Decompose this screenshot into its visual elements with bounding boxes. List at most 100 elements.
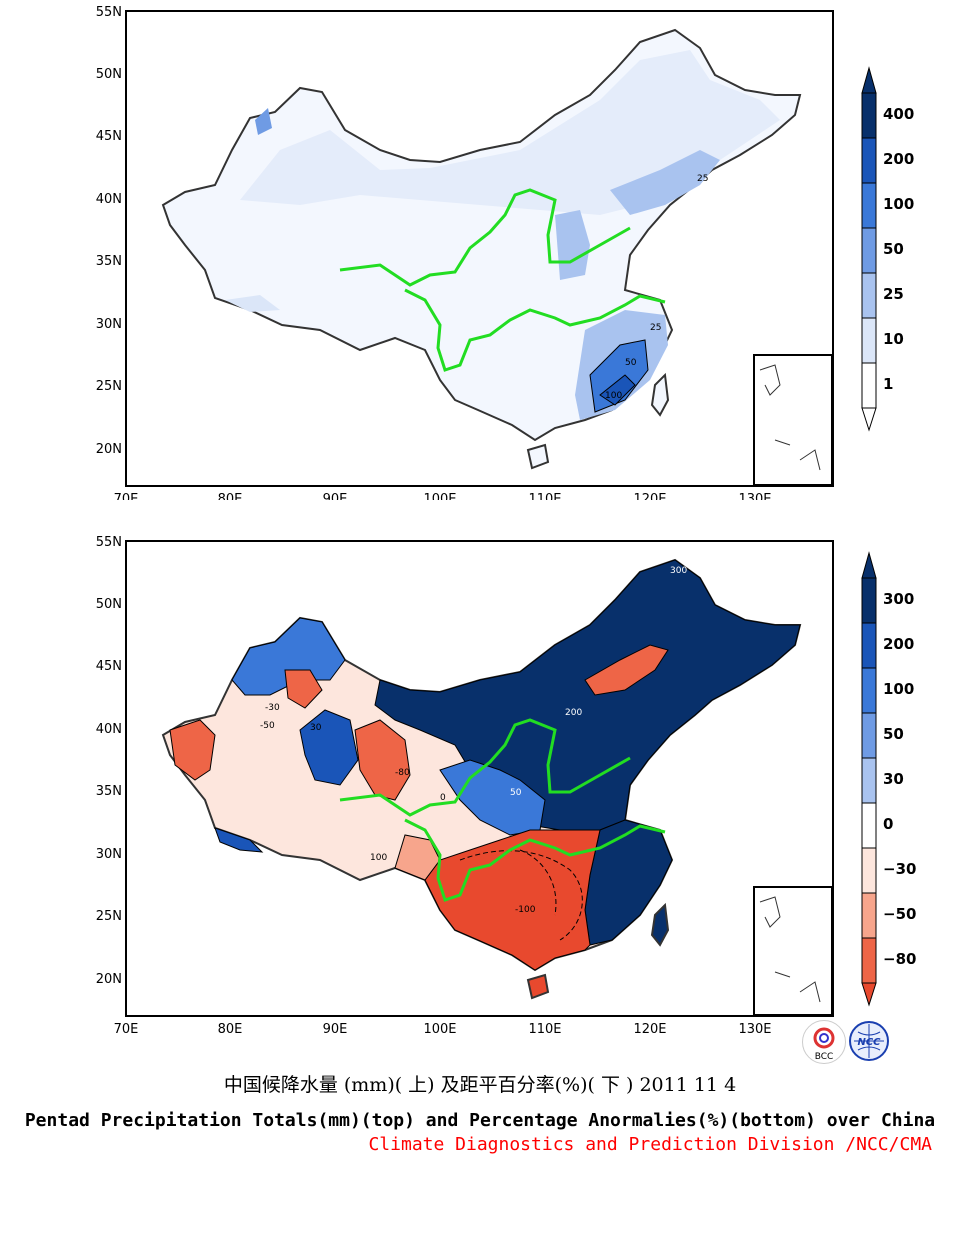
bottom-cb-0: 0 xyxy=(883,815,893,833)
top-cb-25: 25 xyxy=(883,285,904,303)
bottom-shade-west-blue-2 xyxy=(231,617,346,696)
bottom-lat-35: 35N xyxy=(96,784,122,799)
top-cb-50: 50 xyxy=(883,240,904,258)
top-lon-120: 120E xyxy=(633,492,666,500)
bottom-shade-west-blue-1 xyxy=(299,709,359,786)
bottom-cb-m80: −80 xyxy=(883,950,916,968)
top-cb-200: 200 xyxy=(883,150,914,168)
bottom-label-m30: -30 xyxy=(265,703,280,713)
top-lon-70: 70E xyxy=(114,492,139,500)
top-contour-label-4: 25 xyxy=(650,323,661,333)
bottom-taiwan xyxy=(650,902,670,947)
bottom-lon-labels: 70E 80E 90E 100E 110E 120E 130E xyxy=(114,1022,772,1037)
bottom-lat-20: 20N xyxy=(96,972,122,987)
ncc-logo: NCC xyxy=(848,1020,890,1062)
top-lon-90: 90E xyxy=(323,492,348,500)
bottom-hainan xyxy=(526,973,550,1000)
bcc-logo-text: BCC xyxy=(815,1052,834,1062)
bottom-lat-40: 40N xyxy=(96,722,122,737)
bottom-lat-55: 55N xyxy=(96,535,122,550)
top-lon-labels: 70E 80E 90E 100E 110E 120E 130E xyxy=(114,492,772,500)
top-colorbar-labels: 400 200 100 50 25 10 1 xyxy=(883,105,914,393)
bottom-lat-45: 45N xyxy=(96,659,122,674)
top-lat-20: 20N xyxy=(96,442,122,457)
bottom-shade-west-red-1 xyxy=(169,719,216,781)
bottom-label-m100: -100 xyxy=(515,905,536,915)
bottom-shade-tibet-red xyxy=(354,719,411,801)
bottom-contour-dashed xyxy=(459,849,583,941)
bottom-lat-50: 50N xyxy=(96,597,122,612)
bottom-cb-m50: −50 xyxy=(883,905,916,923)
top-shade-ne xyxy=(610,150,720,215)
top-precip-map: 25 50 100 25 55N 50N 45N 40N 35N 30N 25N… xyxy=(96,5,915,500)
top-cb-1: 1 xyxy=(883,375,893,393)
ncc-logo-text: NCC xyxy=(857,1037,881,1048)
top-lat-45: 45N xyxy=(96,129,122,144)
bottom-lat-labels: 55N 50N 45N 40N 35N 30N 25N 20N xyxy=(96,535,122,987)
bottom-lon-70: 70E xyxy=(114,1022,139,1037)
bottom-cb-300: 300 xyxy=(883,590,914,608)
bottom-lat-30: 30N xyxy=(96,847,122,862)
top-shade-se-100 xyxy=(599,374,636,406)
bottom-yangtze-river xyxy=(404,818,666,902)
top-inset-coast xyxy=(759,364,821,471)
top-cb-100: 100 xyxy=(883,195,914,213)
bottom-lat-25: 25N xyxy=(96,909,122,924)
bottom-shade-west-red-2 xyxy=(284,669,323,709)
top-lon-80: 80E xyxy=(218,492,243,500)
top-lat-40: 40N xyxy=(96,192,122,207)
bottom-colorbar-labels: 300 200 100 50 30 0 −30 −50 −80 xyxy=(883,590,916,968)
caption-chinese: 中国候降水量 (mm)( 上) 及距平百分率(%)( 下 ) 2011 11 4 xyxy=(223,1074,737,1096)
bottom-cb-50: 50 xyxy=(883,725,904,743)
top-cb-400: 400 xyxy=(883,105,914,123)
bottom-shade-south-red xyxy=(424,829,601,971)
top-lon-130: 130E xyxy=(738,492,771,500)
bottom-lon-110: 110E xyxy=(528,1022,561,1037)
bottom-label-0: 0 xyxy=(440,793,446,803)
top-taiwan xyxy=(650,372,670,417)
top-shade-nw xyxy=(255,108,272,135)
bottom-anomaly-map: 300 200 100 -30 -50 -80 -100 50 30 0 55N… xyxy=(96,535,917,1037)
caption-division: Climate Diagnostics and Prediction Divis… xyxy=(368,1134,932,1155)
bottom-inset-box xyxy=(753,886,833,1016)
bottom-label-m50: -50 xyxy=(260,721,275,731)
top-lat-30: 30N xyxy=(96,317,122,332)
bcc-logo: BCC xyxy=(802,1020,846,1064)
top-contour-label-2: 50 xyxy=(625,358,637,368)
bottom-label-50: 50 xyxy=(510,788,522,798)
top-lat-25: 25N xyxy=(96,379,122,394)
bottom-cb-100: 100 xyxy=(883,680,914,698)
bottom-label-200: 200 xyxy=(565,708,582,718)
bottom-lon-120: 120E xyxy=(633,1022,666,1037)
top-precip-panel: 25 50 100 25 55N 50N 45N 40N 35N 30N 25N… xyxy=(0,0,960,500)
bottom-lon-80: 80E xyxy=(218,1022,243,1037)
top-yangtze-river xyxy=(404,288,666,372)
top-cb-10: 10 xyxy=(883,330,904,348)
top-contour-label-3: 100 xyxy=(605,391,622,401)
bottom-yellow-river xyxy=(339,718,631,817)
top-inset-box xyxy=(753,354,833,486)
bottom-shade-sw-blue xyxy=(214,827,264,853)
bottom-inset-coast xyxy=(759,896,821,1003)
top-lat-55: 55N xyxy=(96,5,122,20)
bottom-label-m80: -80 xyxy=(395,768,410,778)
top-contour-label-1: 25 xyxy=(697,174,708,184)
top-colorbar xyxy=(861,66,877,432)
bottom-cb-30: 30 xyxy=(883,770,904,788)
top-yellow-river xyxy=(339,188,631,287)
bottom-shade-ne-red xyxy=(584,644,669,696)
bottom-colorbar xyxy=(861,551,877,1007)
top-lat-50: 50N xyxy=(96,67,122,82)
bottom-label-100: 100 xyxy=(370,853,387,863)
bottom-shade-south-red-light xyxy=(394,834,441,881)
bottom-contour-labels: 300 200 100 -30 -50 -80 -100 50 30 0 xyxy=(260,566,687,915)
top-lon-100: 100E xyxy=(423,492,456,500)
top-shade-north xyxy=(240,50,780,215)
top-shade-west xyxy=(225,295,280,312)
caption-english: Pentad Precipitation Totals(mm)(top) and… xyxy=(24,1110,936,1131)
top-lat-labels: 55N 50N 45N 40N 35N 30N 25N 20N xyxy=(96,5,122,457)
top-lat-35: 35N xyxy=(96,254,122,269)
bottom-anomaly-panel: 300 200 100 -30 -50 -80 -100 50 30 0 55N… xyxy=(0,530,960,1050)
bottom-label-300: 300 xyxy=(670,566,687,576)
top-hainan xyxy=(526,443,550,470)
